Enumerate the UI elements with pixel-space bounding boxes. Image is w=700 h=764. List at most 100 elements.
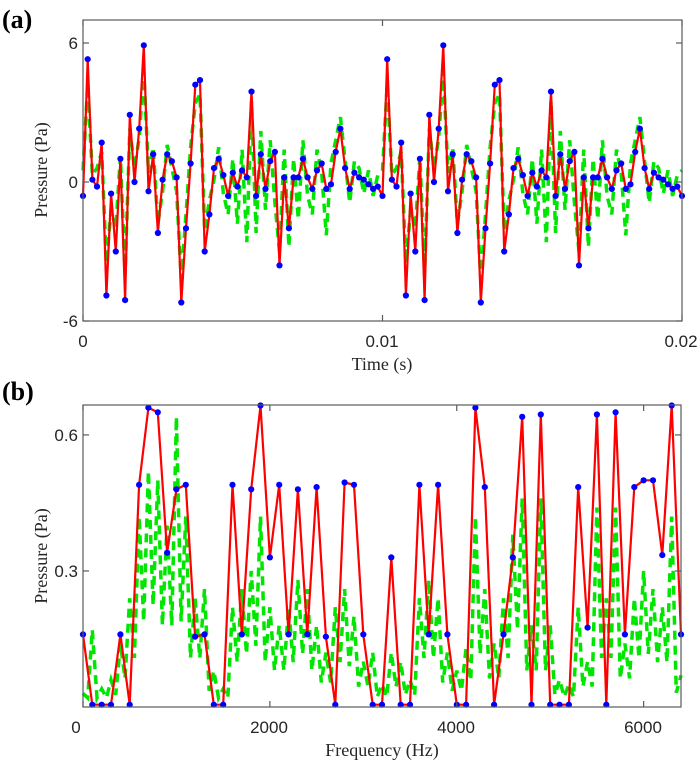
a-data-point [178,299,185,306]
a-data-point [561,185,569,192]
a-xtick-label: 0 [78,332,87,351]
b-data-point [388,554,395,561]
a-data-point [299,155,306,162]
b-data-point [285,631,292,638]
a-data-point [674,183,681,190]
b-data-point [322,633,329,640]
a-data-point [304,174,311,181]
b-data-point [547,701,554,708]
a-signal-markers [79,42,686,306]
a-data-point [632,148,639,155]
a-data-point [257,151,264,158]
a-data-point [379,192,386,199]
a-data-point [370,185,377,192]
a-data-point [187,160,194,167]
b-xtick-label: 6000 [624,718,662,737]
a-data-point [463,151,470,158]
a-data-point [159,176,166,183]
b-data-point [136,481,143,488]
a-data-point [454,229,461,237]
b-reference-line [81,416,683,705]
b-data-point [192,633,199,640]
a-data-point [608,185,615,192]
a-data-point [108,190,115,197]
b-data-point [659,552,666,559]
b-data-point [612,409,619,416]
b-data-point [89,701,96,708]
b-data-point [621,631,629,638]
b-data-point [378,701,386,708]
a-data-point [131,178,138,186]
a-data-point [585,225,592,232]
a-data-point [575,262,583,269]
a-data-point [416,155,423,162]
b-data-point [472,404,479,411]
b-ytick-label: 0.6 [54,426,78,445]
a-data-point [374,183,381,190]
a-data-point [210,165,218,172]
a-data-point [459,176,466,183]
b-xtick-label: 0 [71,718,80,737]
a-data-point [253,192,260,199]
b-data-point [584,624,591,631]
a-data-point [295,174,302,181]
b-data-point [229,481,236,488]
b-data-point [360,631,367,638]
a-data-point [641,165,648,172]
a-data-point [407,190,414,197]
b-data-point [593,411,601,418]
a-data-point [356,174,363,181]
a-data-point [164,151,171,158]
a-data-point [229,169,236,176]
b-data-point [145,404,152,411]
panel-b: (b) 0.6 0.3 0 2000 4000 6000 Frequency (… [2,377,685,761]
a-data-point [491,81,498,88]
a-data-point [444,188,452,195]
a-data-point [206,211,213,218]
a-data-point [627,181,634,188]
b-data-point [406,701,414,708]
b-data-point [444,631,451,638]
a-data-point [126,111,133,118]
panel-a: (a) 6 0 -6 0 0.01 0.02 Time (s) Pressure… [2,5,698,375]
a-xtick-label: 0.02 [664,332,697,351]
a-data-point [650,169,658,176]
b-data-point [649,477,657,484]
a-data-point [435,125,442,132]
a-data-point [505,211,512,218]
a-data-point [346,185,353,192]
a-data-point [496,77,503,84]
a-data-point [243,174,250,181]
b-data-point [220,701,227,708]
b-data-point [164,549,171,556]
b-data-point [304,631,311,638]
a-data-point [594,174,601,181]
a-data-point [636,125,644,132]
a-data-point [220,172,227,179]
a-data-point [360,176,367,183]
a-data-point [543,174,550,181]
b-data-point [556,701,563,708]
a-data-point [337,125,344,132]
a-data-point [655,174,662,181]
a-data-point [154,229,161,237]
a-ytick-label: 6 [69,34,78,53]
a-data-point [580,174,587,181]
a-data-point [267,158,274,165]
a-data-point [510,165,517,172]
b-data-point [126,701,133,708]
b-data-point [369,701,376,708]
b-data-point [565,701,573,708]
b-data-point [276,481,283,488]
a-data-point [271,148,278,155]
b-data-point [201,631,208,638]
a-data-point [664,181,672,188]
a-data-point [173,174,180,181]
b-xlabel: Frequency (Hz) [325,740,438,761]
a-data-point [281,174,288,181]
b-data-point [210,701,217,708]
a-data-point [412,248,419,255]
a-data-point [571,148,578,155]
a-data-point [487,160,494,167]
